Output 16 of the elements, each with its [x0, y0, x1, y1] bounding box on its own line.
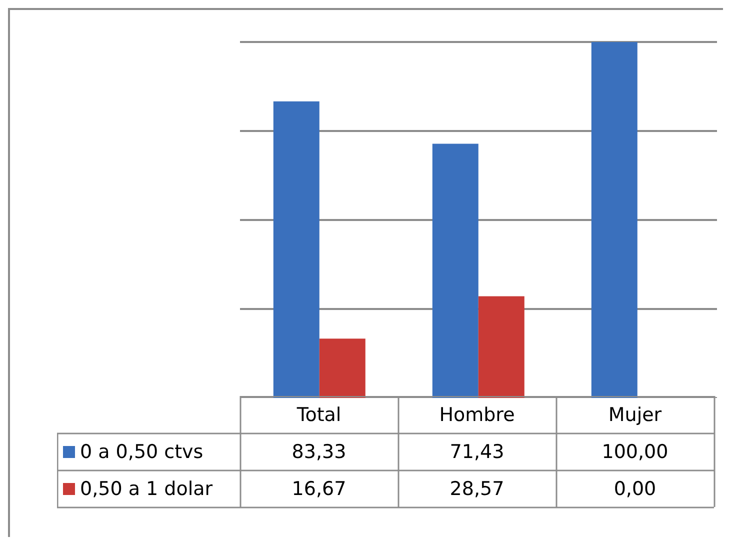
data-label: 28,57: [448, 476, 506, 502]
data-label: 100,00: [600, 440, 670, 464]
legend-label: 0,50 a 1 dolar: [80, 478, 213, 500]
bar: [273, 101, 320, 398]
data-label: 0,00: [612, 476, 658, 502]
bar: [432, 144, 478, 398]
bar: [478, 296, 524, 398]
legend-label: 0 a 0,50 ctvs: [80, 440, 204, 463]
x-tick-label: Mujer: [607, 402, 663, 428]
bar: [319, 338, 366, 398]
x-tick-label: Total: [296, 402, 342, 428]
data-label: 71,43: [448, 440, 506, 464]
data-label: 83,33: [290, 440, 348, 464]
x-tick-label: Hombre: [438, 402, 516, 428]
bar: [591, 42, 638, 398]
data-label: 16,67: [290, 476, 348, 502]
